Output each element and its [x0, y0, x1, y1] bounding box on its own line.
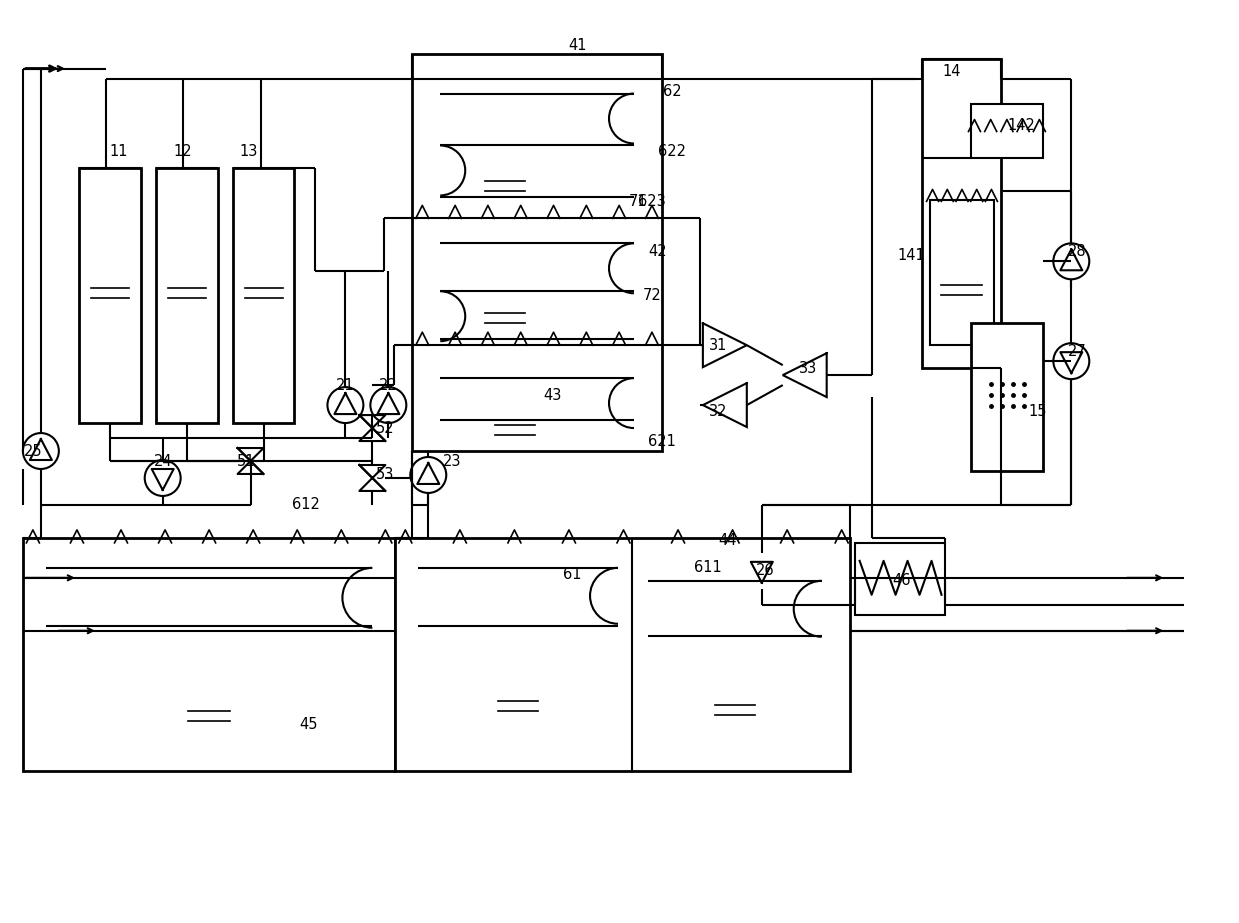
Text: 622: 622: [658, 144, 686, 159]
Text: 611: 611: [694, 560, 722, 575]
Bar: [929, 200, 995, 345]
Text: 62: 62: [663, 84, 681, 99]
Bar: [971, 103, 1043, 159]
Bar: [395, 538, 850, 771]
Text: 26: 26: [756, 563, 774, 579]
Text: 27: 27: [1068, 343, 1087, 359]
Text: 32: 32: [709, 403, 727, 418]
Bar: [855, 543, 944, 615]
Text: 24: 24: [154, 453, 172, 469]
Text: 41: 41: [569, 38, 587, 54]
Bar: [79, 168, 141, 423]
Bar: [22, 538, 395, 771]
Text: 71: 71: [628, 194, 647, 209]
Text: 142: 142: [1007, 118, 1036, 133]
Text: 42: 42: [649, 244, 668, 258]
Text: 22: 22: [379, 378, 398, 392]
Text: 61: 61: [563, 568, 581, 582]
Text: 43: 43: [543, 388, 561, 402]
Text: 141: 141: [898, 247, 926, 263]
Text: 28: 28: [1068, 244, 1087, 258]
Bar: [922, 58, 1001, 368]
Bar: [413, 54, 662, 451]
Text: 12: 12: [173, 144, 192, 159]
Text: 52: 52: [377, 421, 395, 436]
Text: 51: 51: [237, 453, 255, 469]
Text: 25: 25: [24, 444, 42, 459]
Text: 21: 21: [336, 378, 354, 392]
Text: 44: 44: [719, 533, 737, 548]
Text: 23: 23: [444, 453, 461, 469]
Text: 15: 15: [1028, 403, 1047, 418]
Text: 11: 11: [109, 144, 128, 159]
Text: 612: 612: [291, 497, 320, 512]
Bar: [156, 168, 218, 423]
Text: 53: 53: [377, 467, 394, 483]
Text: 45: 45: [300, 717, 317, 732]
Text: 72: 72: [643, 288, 662, 303]
Text: 623: 623: [638, 194, 665, 209]
Bar: [233, 168, 295, 423]
Text: 31: 31: [709, 338, 727, 353]
Text: 621: 621: [648, 434, 675, 449]
Text: 14: 14: [942, 64, 960, 79]
Text: 13: 13: [239, 144, 258, 159]
Text: 46: 46: [892, 573, 911, 588]
Text: 33: 33: [799, 361, 817, 376]
Bar: [971, 323, 1043, 471]
